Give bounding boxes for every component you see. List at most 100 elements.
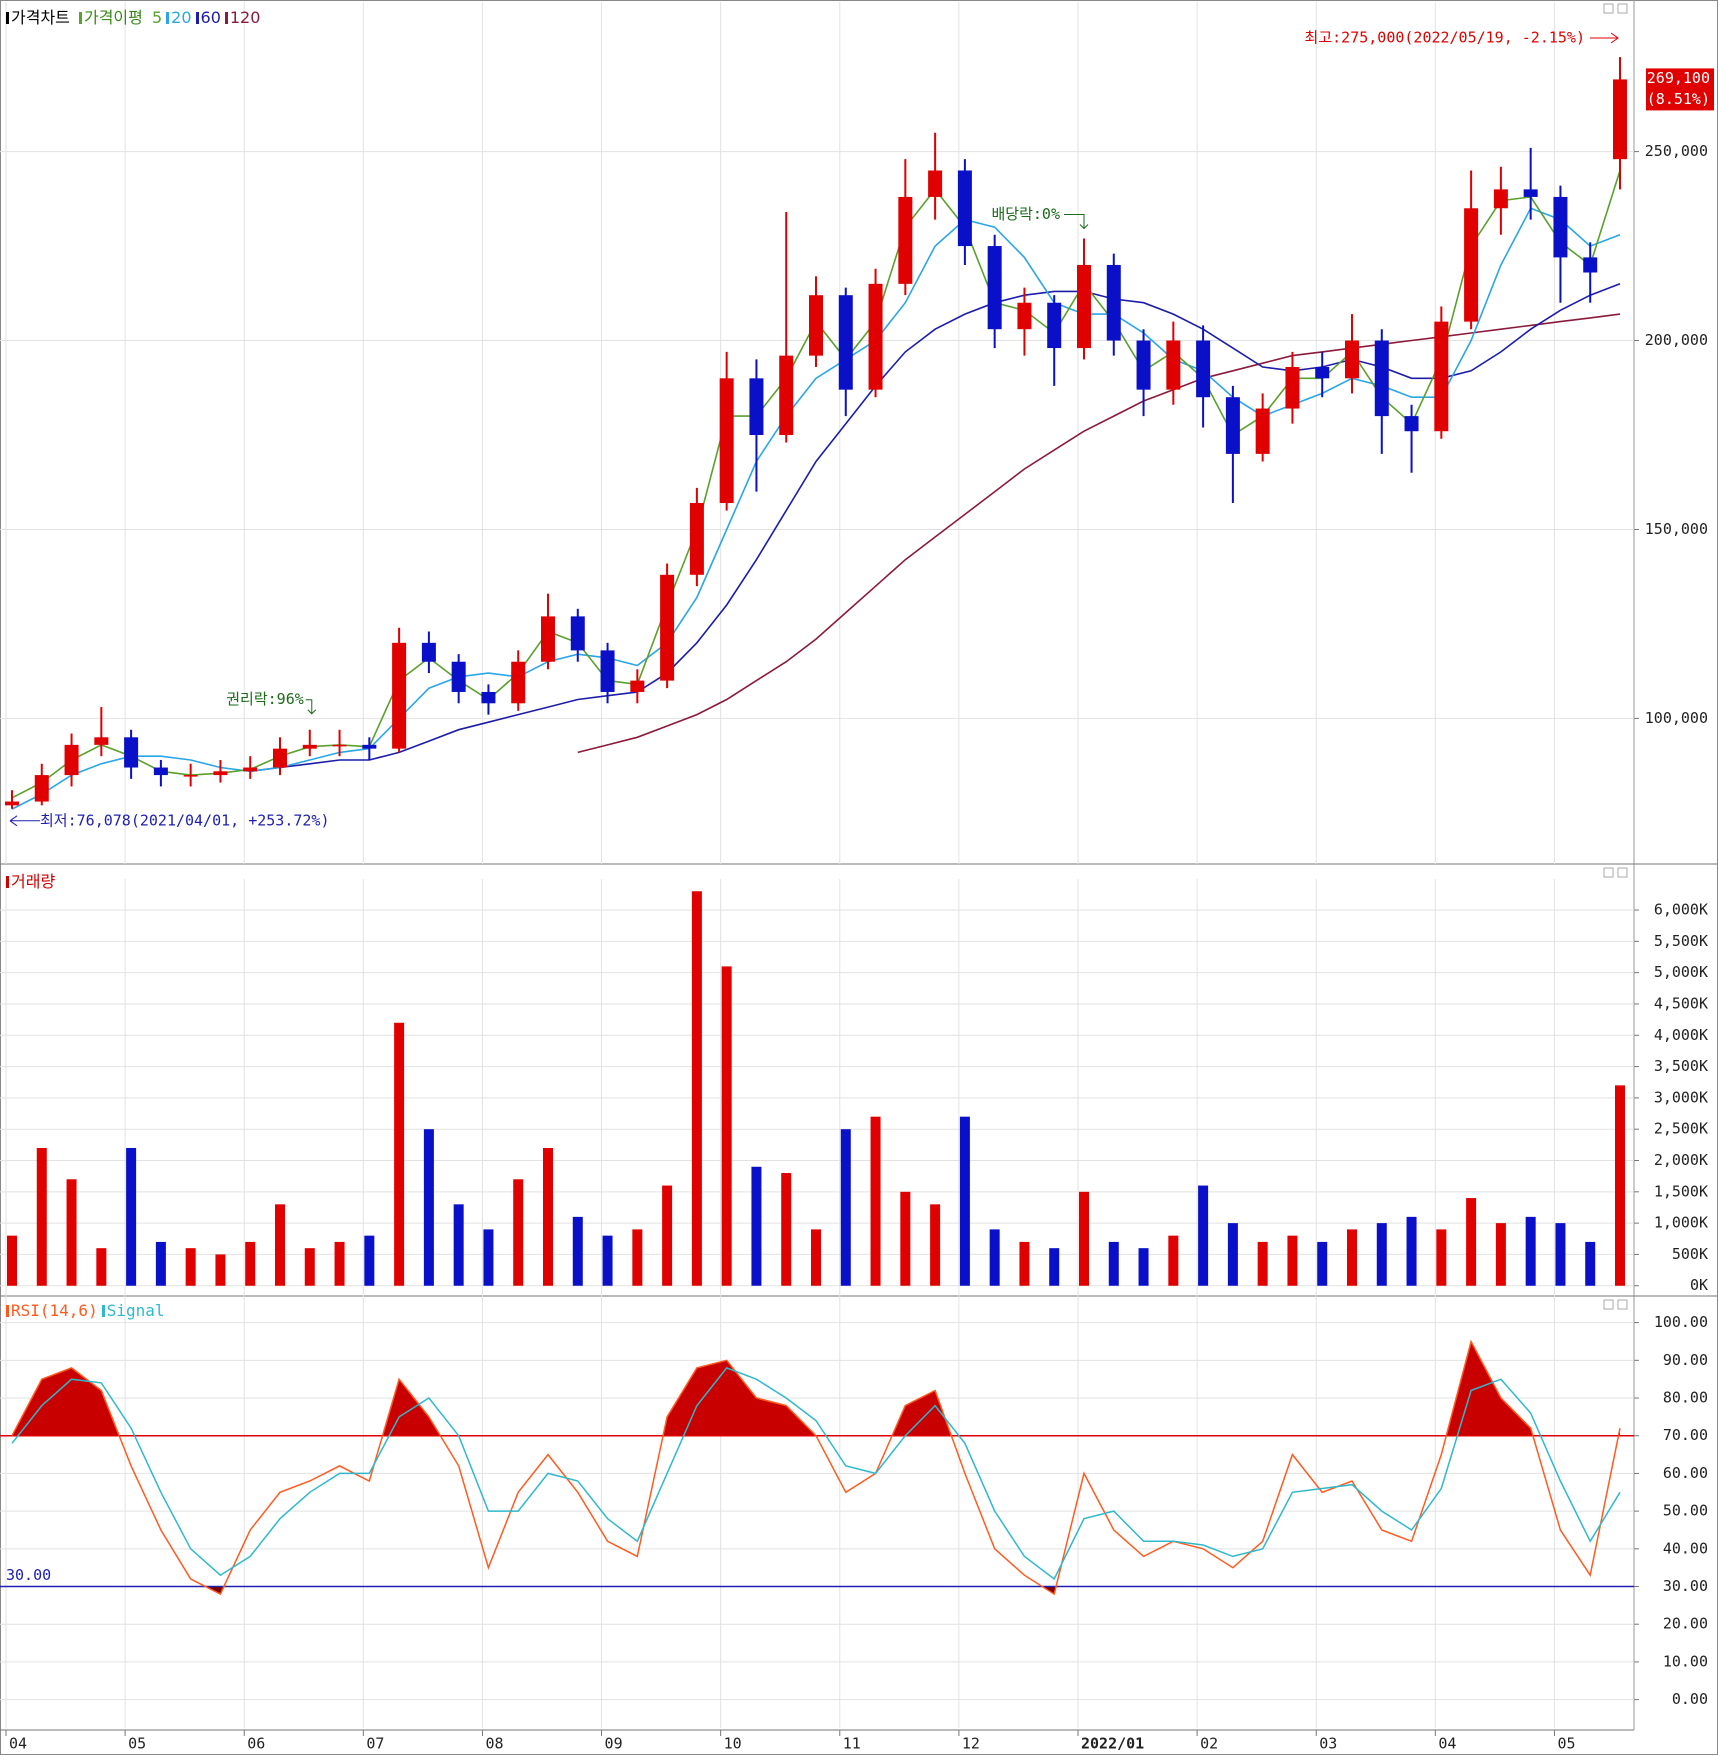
candle-body bbox=[243, 767, 258, 772]
x-tick-label: 09 bbox=[605, 1735, 623, 1753]
y-tick-label: 30.00 bbox=[1663, 1577, 1708, 1595]
volume-bar bbox=[811, 1229, 821, 1286]
x-tick-label: 03 bbox=[1319, 1735, 1337, 1753]
candle-body bbox=[1047, 302, 1062, 349]
volume-bar bbox=[543, 1147, 553, 1286]
volume-bar bbox=[513, 1179, 524, 1286]
candle-body bbox=[1225, 397, 1240, 454]
legend-swatch bbox=[224, 12, 228, 24]
arrow bbox=[1064, 214, 1089, 230]
y-tick-label: 3,000K bbox=[1654, 1088, 1708, 1106]
candle-body bbox=[1404, 416, 1419, 432]
volume-bar bbox=[36, 1147, 47, 1286]
arrow bbox=[305, 699, 317, 715]
arrow bbox=[9, 815, 40, 827]
candle-body bbox=[213, 771, 228, 776]
candle-body bbox=[1077, 264, 1091, 349]
candle-body bbox=[570, 616, 585, 651]
volume-bar bbox=[423, 1129, 434, 1286]
legend-swatch bbox=[166, 12, 170, 24]
rsi-oversold-fill bbox=[205, 1586, 1057, 1595]
y-tick-label: 100,000 bbox=[1645, 709, 1708, 727]
low-annotation: 최저:76,078(2021/04/01, +253.72%) bbox=[40, 811, 330, 829]
volume-bar bbox=[870, 1116, 881, 1286]
volume-bar bbox=[185, 1248, 196, 1286]
btn[interactable] bbox=[1617, 1299, 1628, 1310]
y-tick-label: 2,000K bbox=[1654, 1151, 1708, 1169]
last-price: 269,100 bbox=[1647, 69, 1710, 87]
candle-body bbox=[511, 661, 526, 704]
volume-bar bbox=[1257, 1241, 1268, 1286]
volume-bar bbox=[1376, 1223, 1387, 1286]
y-tick-label: 3,500K bbox=[1654, 1057, 1708, 1075]
volume-bar bbox=[1079, 1191, 1089, 1286]
candle-body bbox=[273, 748, 287, 768]
volume-bar bbox=[483, 1229, 494, 1286]
volume-bar bbox=[1168, 1235, 1179, 1286]
y-tick-label: 60.00 bbox=[1663, 1464, 1708, 1482]
lower-level-label: 30.00 bbox=[6, 1566, 51, 1584]
btn[interactable] bbox=[1617, 3, 1628, 14]
volume-bar bbox=[572, 1216, 583, 1286]
rsi-legend: RSI(14,6) Signal bbox=[6, 1301, 169, 1320]
btn[interactable] bbox=[1603, 867, 1614, 878]
candle-body bbox=[332, 744, 347, 747]
volume-bar bbox=[1198, 1185, 1209, 1286]
candle-body bbox=[749, 378, 764, 435]
y-tick-label: 80.00 bbox=[1663, 1389, 1708, 1407]
last-price-box bbox=[1646, 68, 1714, 111]
btn[interactable] bbox=[1617, 867, 1628, 878]
volume-bar bbox=[691, 891, 702, 1286]
candle-body bbox=[94, 737, 109, 745]
volume-bar bbox=[1108, 1241, 1119, 1286]
candle-body bbox=[1285, 366, 1300, 409]
volume-bar bbox=[126, 1147, 137, 1286]
legend-label: 20 bbox=[171, 8, 192, 27]
legend-label: RSI(14,6) bbox=[11, 1301, 98, 1320]
candle-body bbox=[64, 744, 79, 776]
volume-bar bbox=[930, 1204, 941, 1286]
candle-body bbox=[1434, 321, 1449, 432]
candle-body bbox=[868, 283, 883, 390]
candle-body bbox=[838, 295, 853, 390]
volume-bar bbox=[1406, 1216, 1417, 1286]
y-tick-label: 90.00 bbox=[1663, 1351, 1708, 1369]
volume-bar bbox=[840, 1129, 851, 1286]
y-tick-label: 1,500K bbox=[1654, 1182, 1708, 1200]
y-tick-label: 250,000 bbox=[1645, 142, 1708, 160]
y-tick-label: 20.00 bbox=[1663, 1615, 1708, 1633]
candle-body bbox=[1523, 189, 1538, 197]
y-tick-label: 0K bbox=[1690, 1276, 1708, 1294]
candle-body bbox=[1315, 366, 1330, 379]
x-tick-label: 07 bbox=[366, 1735, 384, 1753]
volume-bar bbox=[1287, 1235, 1298, 1286]
volume-legend: 거래량 bbox=[6, 868, 59, 892]
rsi-line bbox=[11, 1367, 1621, 1581]
btn[interactable] bbox=[1603, 1299, 1614, 1310]
legend-swatch bbox=[6, 1305, 9, 1317]
x-tick-label: 02 bbox=[1200, 1735, 1218, 1753]
candle-body bbox=[779, 355, 794, 435]
volume-bar bbox=[245, 1241, 256, 1286]
volume-bar bbox=[1525, 1216, 1536, 1286]
candle-body bbox=[183, 775, 198, 777]
volume-bar bbox=[1049, 1248, 1060, 1286]
rsi-line bbox=[11, 1339, 1621, 1596]
volume-bar bbox=[1019, 1241, 1030, 1286]
legend-item: 가격차트 bbox=[6, 8, 70, 27]
volume-bar bbox=[1436, 1229, 1447, 1286]
legend-label: 거래량 bbox=[11, 872, 56, 891]
btn[interactable] bbox=[1603, 3, 1614, 14]
y-tick-label: 100.00 bbox=[1654, 1313, 1708, 1331]
volume-bar bbox=[721, 966, 732, 1286]
volume-bar bbox=[66, 1179, 77, 1286]
volume-bar bbox=[1466, 1198, 1477, 1286]
x-tick-label: 12 bbox=[962, 1735, 980, 1753]
legend-label: 120 bbox=[229, 8, 261, 27]
volume-bar bbox=[96, 1248, 107, 1286]
volume-bar bbox=[1615, 1085, 1625, 1286]
y-tick-label: 10.00 bbox=[1663, 1652, 1708, 1670]
